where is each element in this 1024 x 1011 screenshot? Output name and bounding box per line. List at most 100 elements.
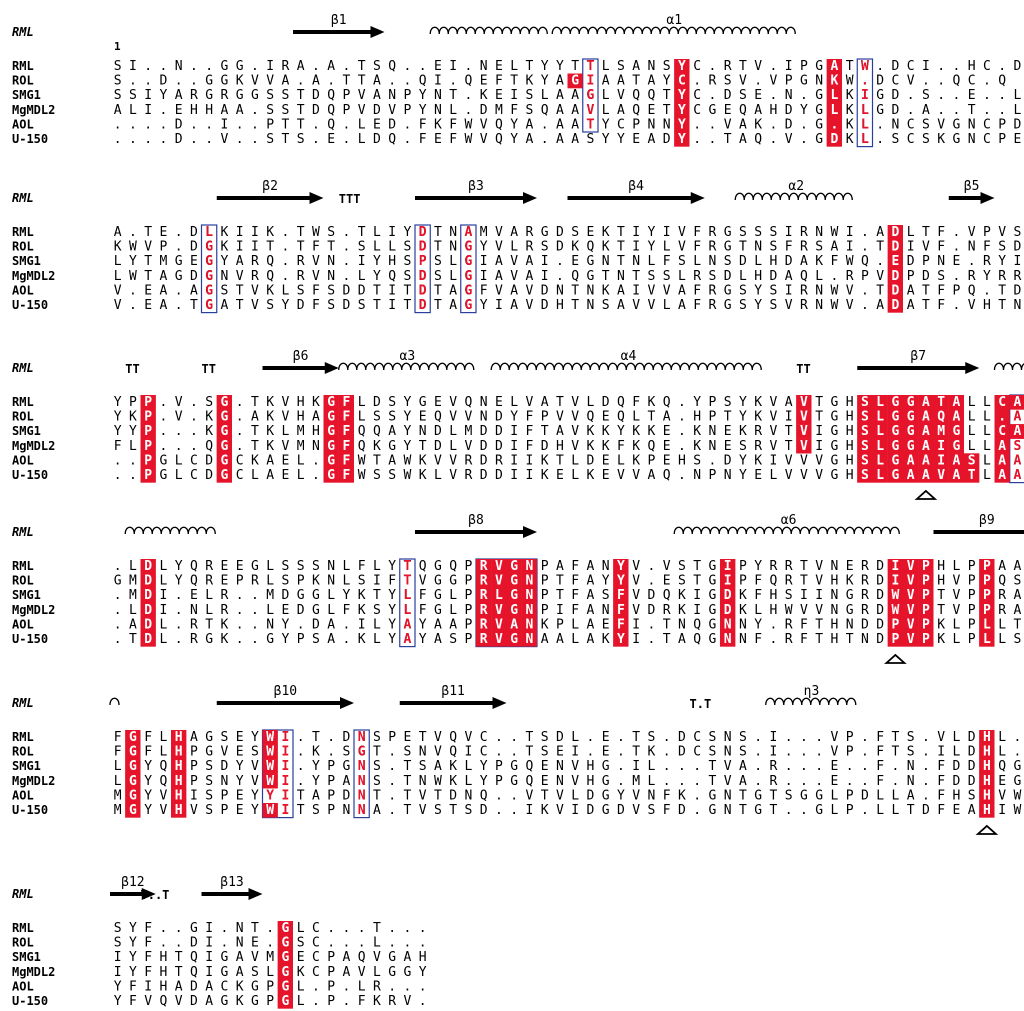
- highlighted-residue: P: [983, 574, 991, 589]
- secondary-structure-text: TT: [796, 362, 810, 376]
- structure-label: β5: [964, 179, 980, 194]
- highlighted-residue: N: [525, 588, 533, 603]
- structure-label: α3: [400, 349, 416, 364]
- alignment-block: RMLβ10β11T.Tη3η4RMLFGFLHAGSEYWI.T.DNSPET…: [12, 684, 1022, 835]
- alignment-block: RMLβ12T..Tβ13RMLSYF..GI.NT.GLC...T...GRO…: [12, 875, 427, 1009]
- highlighted-residue: L: [876, 468, 884, 483]
- highlighted-residue: P: [144, 468, 152, 483]
- sequence-name: MgMDL2: [12, 965, 55, 979]
- highlighted-residue: Y: [678, 88, 686, 103]
- highlighted-residue: E: [891, 254, 899, 269]
- highlighted-residue: L: [876, 410, 884, 425]
- highlighted-residue: A: [952, 395, 960, 410]
- sequence-row: ROLYKP.V.KG.AKVHAGFLSSYEQVVNDYFPVVQEQLTA…: [12, 409, 1021, 425]
- highlighted-residue: G: [327, 424, 335, 439]
- secondary-structure-helix: α1: [551, 13, 796, 35]
- highlighted-residue: D: [891, 269, 899, 284]
- highlighted-residue: I: [891, 574, 899, 589]
- highlighted-residue: I: [281, 730, 289, 745]
- sequence-residues: LYTMGEGYARQ.RVN.IYHSPSLGIAVAI.EGNTNLFSLN…: [114, 254, 1024, 269]
- highlighted-residue: R: [480, 588, 488, 603]
- secondary-structure-arrow: β5: [948, 179, 995, 204]
- sequence-name: ROL: [12, 936, 34, 950]
- sequence-residues: GMDLYQREPRLSPKNLSIFTVGGPRVGNPTFAYYV.ESTG…: [114, 574, 1022, 589]
- highlighted-residue: Y: [678, 59, 686, 74]
- highlighted-residue: L: [876, 424, 884, 439]
- highlighted-residue: F: [342, 439, 350, 454]
- sequence-row: SMG1YYP...KG.TKLMHGFQQAYNDLMDDIFTAVKKYKK…: [12, 424, 1024, 439]
- alignment-block: RMLTTTTβ6α3α4TTβ7α5RMLYPP.V.SG.TKVHKGFLD…: [12, 349, 1024, 500]
- highlighted-residue: N: [358, 759, 366, 774]
- highlighted-residue: A: [922, 453, 930, 468]
- highlighted-residue: F: [342, 395, 350, 410]
- highlighted-residue: N: [724, 617, 732, 632]
- highlighted-residue: N: [358, 788, 366, 803]
- highlighted-residue: A: [907, 468, 915, 483]
- structure-label: β9: [979, 513, 995, 528]
- sequence-name: MgMDL2: [12, 269, 55, 283]
- secondary-structure-arrow: β1: [293, 13, 385, 38]
- sequence-residues: YFVQVDAGKGPGL.P.FKRV.: [114, 994, 427, 1009]
- highlighted-residue: D: [419, 298, 427, 313]
- highlighted-residue: D: [724, 588, 732, 603]
- highlighted-residue: N: [724, 632, 732, 647]
- sequence-row: AOL.ADL.RTK..NY.DA.ILYAYAAPRVANKPLAEFI.T…: [12, 617, 1021, 632]
- sequence-row: SMG1LGYQHPSDYVWI.YPGNS.TSAKLYPGQENVHG.IL…: [12, 759, 1021, 774]
- highlighted-residue: D: [419, 283, 427, 298]
- sequence-row: U-150..PGLCDGCLAEL.GFWSSWKLVRDDIIKELKEVV…: [12, 468, 1021, 483]
- secondary-structure-text: TTT: [339, 192, 361, 206]
- position-number: 1: [114, 40, 121, 53]
- highlighted-residue: G: [510, 632, 518, 647]
- highlighted-residue: C: [998, 424, 1006, 439]
- sequence-name: U-150: [12, 632, 48, 646]
- highlighted-residue: I: [281, 788, 289, 803]
- secondary-structure-arrow: β10: [216, 684, 354, 709]
- highlighted-residue: V: [495, 559, 503, 574]
- sequence-residues: MGYVHVSPEYWITSPNNA.TVSTSD..IKVIDGDVSFD.G…: [114, 803, 1022, 818]
- highlighted-residue: L: [861, 117, 869, 132]
- similarity-box: [200, 224, 218, 314]
- highlighted-residue: L: [861, 132, 869, 147]
- highlighted-residue: P: [922, 617, 930, 632]
- sequence-row: SMG1 SSIYARGRGGSSTDQPVANPYNT.KEISLAAGLVQQ…: [12, 88, 1021, 103]
- structure-label: β12: [121, 875, 144, 890]
- highlighted-residue: D: [144, 603, 152, 618]
- similarity-box: [353, 729, 370, 819]
- highlighted-residue: Y: [678, 117, 686, 132]
- sequence-name: RML: [12, 395, 34, 409]
- highlighted-residue: R: [480, 617, 488, 632]
- sequence-residues: SYF..GI.NT.GLC...T...: [114, 921, 427, 936]
- sequence-name: ROL: [12, 410, 34, 424]
- highlighted-residue: P: [922, 603, 930, 618]
- highlighted-residue: D: [419, 225, 427, 240]
- highlighted-residue: G: [281, 936, 289, 951]
- sequence-name: RML: [12, 921, 34, 935]
- structure-label: α2: [788, 179, 804, 194]
- highlighted-residue: P: [922, 574, 930, 589]
- highlighted-residue: P: [891, 632, 899, 647]
- highlighted-residue: F: [342, 468, 350, 483]
- secondary-structure-helix: α4: [490, 349, 762, 371]
- highlighted-residue: N: [525, 632, 533, 647]
- highlighted-residue: V: [907, 588, 915, 603]
- structure-reference-label: RML: [12, 887, 34, 901]
- highlighted-residue: H: [175, 730, 183, 745]
- structure-label: β4: [628, 179, 644, 194]
- highlighted-residue: P: [419, 254, 427, 269]
- highlighted-residue: S: [861, 453, 869, 468]
- highlighted-residue: A: [952, 453, 960, 468]
- highlighted-residue: T: [968, 468, 976, 483]
- sequence-row: ROL SYF..DI.NE.GSC...L...G: [12, 935, 427, 951]
- highlighted-residue: N: [358, 730, 366, 745]
- highlighted-residue: G: [464, 269, 472, 284]
- sequence-row: MgMDL2LGYQHPSNYVWI.YPANS.TNWKLYPGQENVHG.…: [12, 773, 1021, 789]
- highlighted-residue: P: [144, 410, 152, 425]
- sequence-residues: .ADL.RTK..NY.DA.ILYAYAAPRVANKPLAEFI.TNQG…: [114, 617, 1022, 632]
- highlighted-residue: I: [937, 453, 945, 468]
- highlighted-residue: A: [403, 632, 411, 647]
- highlighted-residue: G: [510, 574, 518, 589]
- highlighted-residue: N: [525, 559, 533, 574]
- highlighted-residue: G: [464, 240, 472, 255]
